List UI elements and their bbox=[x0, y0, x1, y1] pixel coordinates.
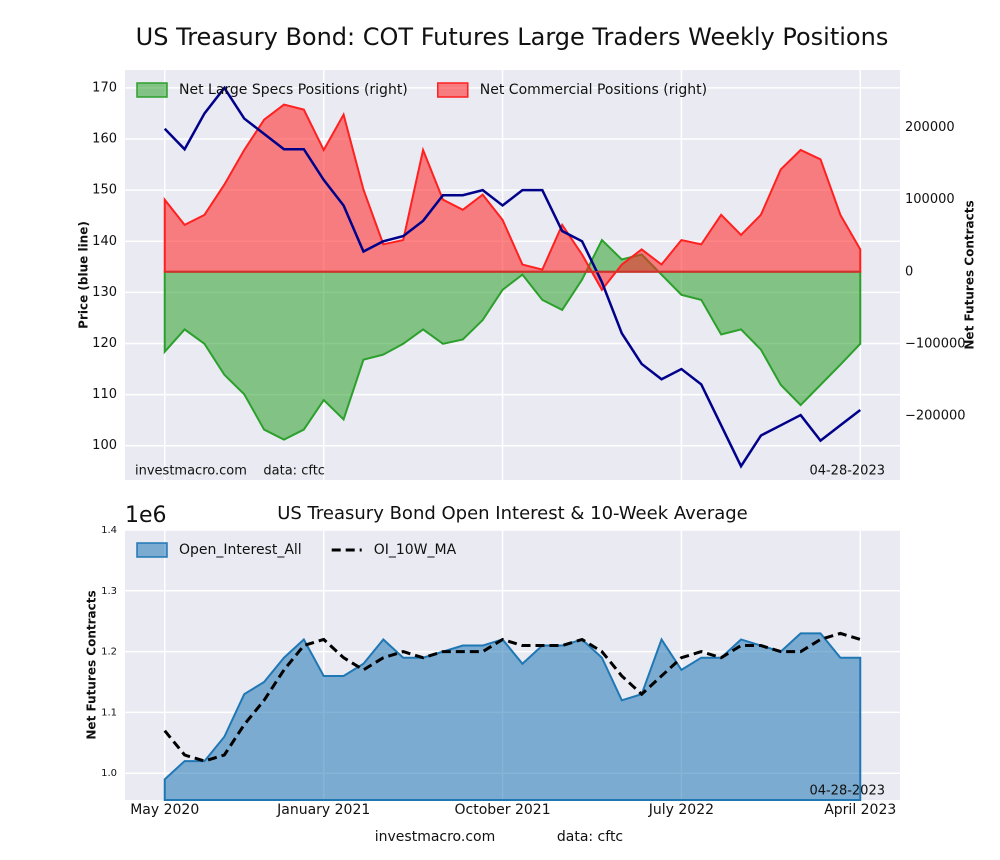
annotation: investmacro.com data: cftc bbox=[135, 464, 325, 479]
annotation: 04-28-2023 bbox=[809, 784, 885, 799]
legend-swatch bbox=[136, 82, 168, 98]
legend-label: Net Large Specs Positions (right) bbox=[179, 82, 408, 98]
footer-data: data: cftc bbox=[557, 829, 623, 845]
area bbox=[163, 238, 862, 441]
y2-tick-label: 100000 bbox=[905, 192, 955, 207]
y-tick-label: 1.3 bbox=[101, 586, 117, 597]
footer-source: investmacro.com bbox=[375, 829, 495, 845]
y-tick-label: 1.2 bbox=[101, 647, 117, 658]
y-tick-label: 150 bbox=[92, 183, 117, 198]
figure-title: US Treasury Bond: COT Futures Large Trad… bbox=[136, 23, 889, 51]
x-tick-label: July 2022 bbox=[648, 802, 714, 818]
y2-tick-label: −200000 bbox=[905, 408, 966, 423]
y2-axis-label: Net Futures Contracts bbox=[963, 200, 977, 349]
series-group bbox=[163, 85, 862, 469]
y-tick-label: 1.1 bbox=[101, 707, 117, 718]
annotation: 04-28-2023 bbox=[809, 464, 885, 479]
y-tick-label: 130 bbox=[92, 285, 117, 300]
line bbox=[163, 85, 862, 469]
y-tick-label: 120 bbox=[92, 336, 117, 351]
legend-swatch bbox=[136, 542, 168, 558]
offset-label: 1e6 bbox=[125, 503, 167, 528]
legend-label: Open_Interest_All bbox=[179, 542, 302, 558]
x-tick-label: April 2023 bbox=[824, 802, 896, 818]
y-tick-label: 1.0 bbox=[101, 768, 117, 779]
y-axis-label: Net Futures Contracts bbox=[85, 590, 99, 739]
x-tick-label: May 2020 bbox=[130, 802, 199, 818]
y2-tick-label: −100000 bbox=[905, 336, 966, 351]
line bbox=[163, 631, 861, 763]
y2-tick-label: 200000 bbox=[905, 120, 955, 135]
y-tick-label: 170 bbox=[92, 80, 117, 95]
y-tick-label: 110 bbox=[92, 387, 117, 402]
legend-swatch bbox=[437, 82, 469, 98]
x-tick-label: January 2021 bbox=[276, 802, 370, 818]
series-group bbox=[163, 631, 862, 801]
chart-title: US Treasury Bond Open Interest & 10-Week… bbox=[277, 503, 748, 524]
y-tick-label: 100 bbox=[92, 438, 117, 453]
y-tick-label: 160 bbox=[92, 132, 117, 147]
y-tick-label: 140 bbox=[92, 234, 117, 249]
legend-label: OI_10W_MA bbox=[374, 542, 457, 558]
y2-tick-label: 0 bbox=[905, 264, 913, 279]
y-tick-label: 1.4 bbox=[101, 525, 117, 536]
y-axis-label: Price (blue line) bbox=[77, 221, 91, 329]
area bbox=[163, 103, 862, 292]
legend-label: Net Commercial Positions (right) bbox=[480, 82, 707, 98]
x-tick-label: October 2021 bbox=[455, 802, 551, 818]
